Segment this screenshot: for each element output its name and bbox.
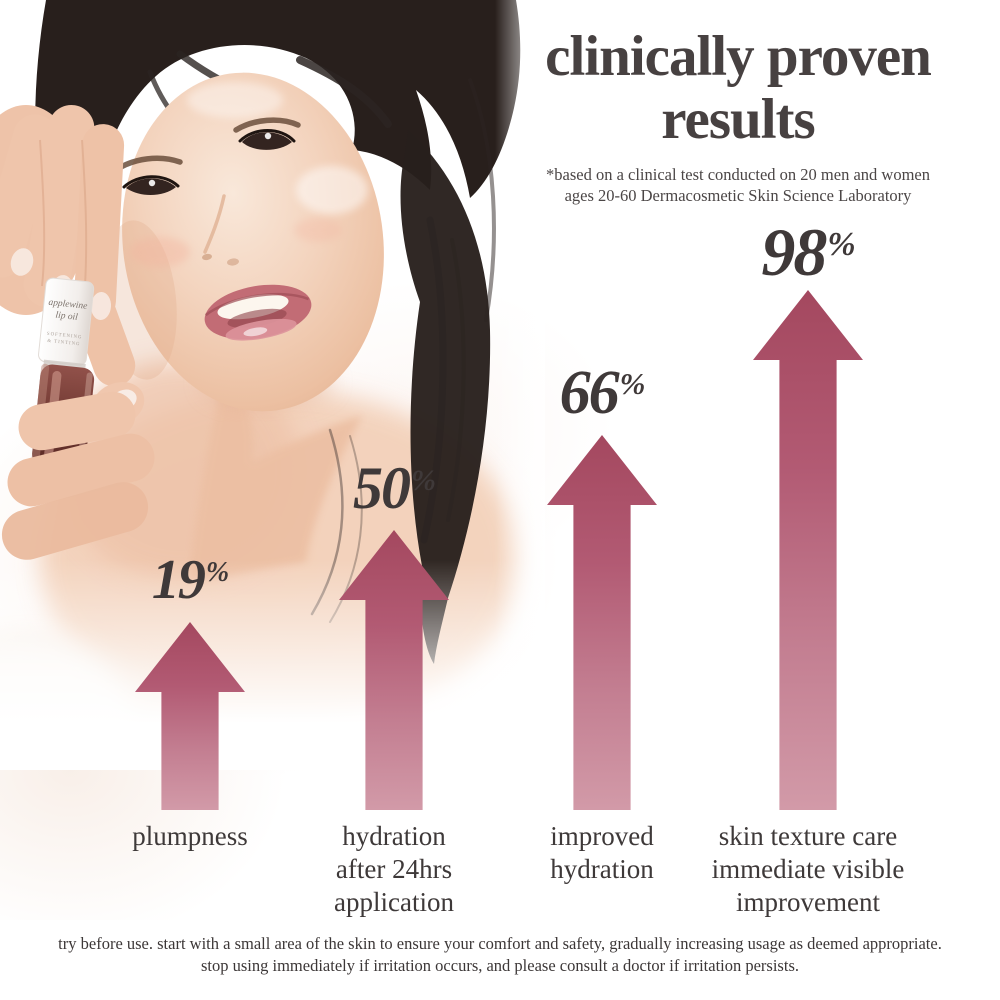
arrow-up-bar-improved-hydration bbox=[547, 435, 657, 810]
value-label-improved-hydration: 66% bbox=[559, 359, 646, 427]
arrow-up-bar-hydration-24hrs bbox=[339, 530, 449, 810]
page-title-line1: clinically proven bbox=[545, 25, 932, 88]
arrow-up-bar-skin-texture bbox=[753, 290, 863, 810]
header: clinically proven results *based on a cl… bbox=[503, 25, 973, 207]
study-note-line1: *based on a clinical test conducted on 2… bbox=[546, 165, 930, 185]
study-note: *based on a clinical test conducted on 2… bbox=[503, 164, 973, 206]
caution-footer: try before use. start with a small area … bbox=[0, 933, 1000, 978]
value-label-hydration-24hrs: 50% bbox=[353, 455, 436, 521]
page-title-line2: results bbox=[661, 87, 815, 151]
percent-sign: % bbox=[827, 225, 855, 263]
arrow-up-bar-plumpness bbox=[135, 622, 245, 810]
value-label-skin-texture: 98% bbox=[761, 214, 855, 290]
value-label-plumpness: 19% bbox=[151, 549, 229, 611]
percent-sign: % bbox=[411, 464, 436, 497]
study-note-line2: ages 20-60 Dermacosmetic Skin Science La… bbox=[564, 186, 912, 206]
percent-sign: % bbox=[205, 557, 229, 589]
percent-sign: % bbox=[619, 366, 646, 402]
caution-line1: try before use. start with a small area … bbox=[58, 934, 942, 953]
caution-line2: stop using immediately if irritation occ… bbox=[201, 956, 799, 976]
category-label-skin-texture: skin texture care immediate visible impr… bbox=[711, 821, 905, 917]
